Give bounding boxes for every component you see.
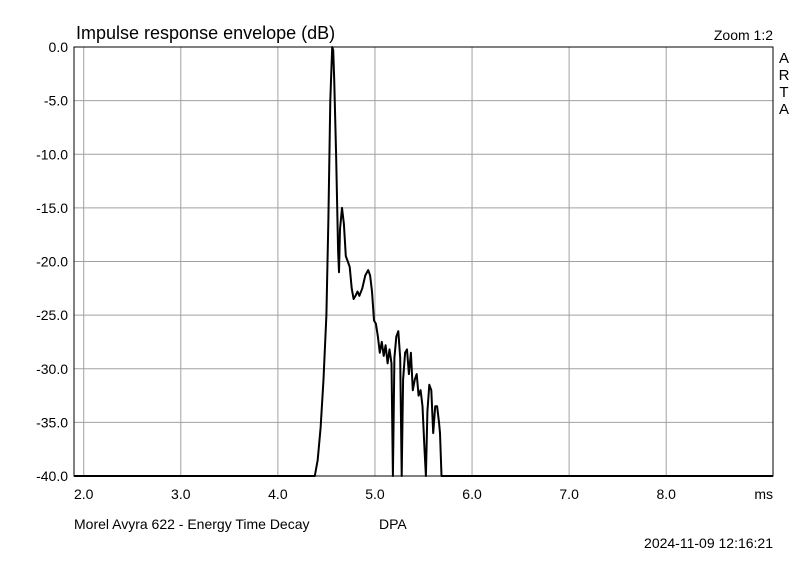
plot-frame: [73, 46, 774, 477]
y-axis: 0.0 -5.0 -10.0 -15.0 -20.0 -25.0 -30.0 -35.0 -40…: [36, 39, 68, 484]
x-tick-label: 8.0: [656, 486, 676, 502]
x-tick-label: 3.0: [171, 486, 191, 502]
x-tick-label: 6.0: [462, 486, 482, 502]
x-tick-label: 5.0: [365, 486, 385, 502]
x-tick-label: 7.0: [559, 486, 579, 502]
x-axis: 2.0 3.0 4.0 5.0 6.0 7.0 8.0: [74, 486, 676, 502]
y-tick-label: -25.0: [36, 307, 68, 323]
grid: [74, 46, 773, 477]
y-tick-label: -5.0: [44, 93, 68, 109]
chart-description: Morel Avyra 622 - Energy Time Decay: [74, 516, 310, 532]
brand-letter-1: A: [779, 50, 789, 67]
series-line-0: [74, 46, 773, 477]
x-axis-label: ms: [754, 486, 773, 502]
x-tick-label: 4.0: [268, 486, 288, 502]
brand-letter-2: R: [779, 67, 790, 84]
y-tick-label: -15.0: [36, 200, 68, 216]
timestamp: 2024-11-09 12:16:21: [644, 535, 773, 551]
dpa-label: DPA: [379, 516, 407, 532]
y-tick-label: -40.0: [36, 468, 68, 484]
y-tick-label: -30.0: [36, 361, 68, 377]
zoom-label: Zoom 1:2: [714, 27, 773, 43]
y-tick-label: -35.0: [36, 414, 68, 430]
y-tick-label: 0.0: [49, 39, 69, 55]
brand-letter-3: T: [779, 84, 788, 101]
y-tick-label: -20.0: [36, 254, 68, 270]
arta-brand: A R T A: [779, 50, 790, 118]
brand-letter-4: A: [779, 101, 789, 118]
y-tick-label: -10.0: [36, 146, 68, 162]
x-tick-label: 2.0: [74, 486, 94, 502]
series-group: [74, 46, 773, 477]
chart-title: Impulse response envelope (dB): [76, 23, 335, 43]
